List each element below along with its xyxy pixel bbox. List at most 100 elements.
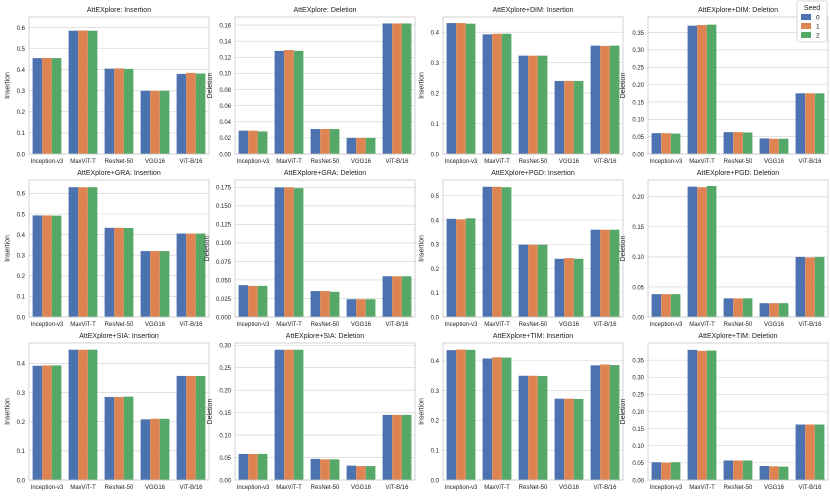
bar-resnet-50-seed-2 xyxy=(537,244,548,317)
x-tick-label: Inception-v3 xyxy=(445,322,478,328)
x-tick-label: MaxViT-T xyxy=(70,485,96,491)
bar-vit-b-16-seed-0 xyxy=(795,424,806,480)
x-tick-label: MaxViT-T xyxy=(689,322,715,328)
bar-vgg16-seed-2 xyxy=(573,258,584,317)
x-tick-label: Inception-v3 xyxy=(650,485,683,491)
bar-resnet-50-seed-0 xyxy=(310,291,321,317)
subplot-10: AttEXplore+SIA: Deletion 0.00 0.05 0.10 0.15… xyxy=(207,333,416,491)
y-axis-label: Deletion xyxy=(207,399,214,425)
x-tick-label: Inception-v3 xyxy=(237,322,270,328)
bar-resnet-50-seed-0 xyxy=(104,396,115,480)
subplot-8: AttEXplore+PGD: Deletion 0.00 0.05 0.10 0.15… xyxy=(620,170,829,328)
bar-vit-b-16-seed-0 xyxy=(590,229,601,317)
y-tick-label: 0.050 xyxy=(216,278,232,284)
x-tick-label: ResNet-50 xyxy=(519,322,548,328)
bar-vit-b-16-seed-1 xyxy=(392,414,402,480)
subplot-title: AttEXplore+SIA: Deletion xyxy=(286,333,365,340)
bar-maxvit-t-seed-0 xyxy=(274,50,285,154)
bar-vgg16-seed-1 xyxy=(356,137,366,154)
x-tick-label: MaxViT-T xyxy=(70,159,96,165)
x-tick-label: ResNet-50 xyxy=(311,159,340,165)
bar-resnet-50-seed-2 xyxy=(123,68,134,154)
bar-resnet-50-seed-1 xyxy=(320,291,330,317)
x-tick-label: ResNet-50 xyxy=(519,485,548,491)
bar-resnet-50-seed-1 xyxy=(733,298,743,317)
x-tick-label: ViT-B/16 xyxy=(594,322,618,328)
y-tick-label: 0.3 xyxy=(17,89,26,95)
y-axis-label: Insertion xyxy=(4,72,11,99)
bar-maxvit-t-seed-0 xyxy=(68,349,79,480)
bar-vit-b-16-seed-1 xyxy=(186,375,196,480)
x-tick-label: ViT-B/16 xyxy=(180,485,204,491)
bar-inception-v3-seed-0 xyxy=(238,453,249,480)
x-tick-label: VGG16 xyxy=(145,322,166,328)
bar-maxvit-t-seed-2 xyxy=(87,30,98,155)
bar-inception-v3-seed-2 xyxy=(257,285,268,317)
bar-vit-b-16-seed-0 xyxy=(795,256,806,317)
x-tick-label: Inception-v3 xyxy=(31,485,64,491)
bar-maxvit-t-seed-1 xyxy=(284,187,294,317)
x-tick-label: Inception-v3 xyxy=(31,322,64,328)
x-tick-label: ResNet-50 xyxy=(105,159,134,165)
bar-vgg16-seed-1 xyxy=(150,90,160,154)
bar-maxvit-t-seed-2 xyxy=(87,187,98,317)
bar-vit-b-16-seed-1 xyxy=(186,233,196,317)
x-tick-label: Inception-v3 xyxy=(237,159,270,165)
bar-maxvit-t-seed-2 xyxy=(501,33,512,154)
bar-vit-b-16-seed-0 xyxy=(176,375,187,480)
y-tick-label: 0.4 xyxy=(17,362,26,368)
bar-vgg16-seed-1 xyxy=(356,299,366,317)
x-tick-label: MaxViT-T xyxy=(484,485,510,491)
bar-inception-v3-seed-2 xyxy=(670,294,681,317)
bar-vit-b-16-seed-0 xyxy=(176,73,187,154)
bar-resnet-50-seed-0 xyxy=(518,375,529,480)
y-tick-label: 0.0 xyxy=(431,315,440,321)
bar-vit-b-16-seed-2 xyxy=(195,375,206,480)
bar-resnet-50-seed-2 xyxy=(537,376,548,480)
y-tick-label: 0.4 xyxy=(17,68,26,74)
bar-inception-v3-seed-2 xyxy=(465,349,476,480)
bar-inception-v3-seed-0 xyxy=(651,133,662,154)
bar-vit-b-16-seed-1 xyxy=(805,93,815,154)
x-tick-label: VGG16 xyxy=(764,159,785,165)
y-tick-label: 0.20 xyxy=(632,195,644,201)
y-axis-label: Insertion xyxy=(418,398,425,425)
plot-frame xyxy=(28,342,210,481)
y-tick-label: 0.05 xyxy=(632,285,644,291)
bar-resnet-50-seed-1 xyxy=(320,129,330,154)
bar-vgg16-seed-2 xyxy=(365,137,376,154)
y-tick-label: 0.16 xyxy=(219,23,231,29)
y-tick-label: 0.4 xyxy=(431,359,440,365)
subplot-5: AttEXplore+GRA: Insertion 0.0 0.1 0.2 0.3 0.4… xyxy=(4,170,210,328)
bar-inception-v3-seed-1 xyxy=(248,130,258,154)
subplot-title: AttEXplore+DIM: Deletion xyxy=(698,7,778,14)
bar-vit-b-16-seed-2 xyxy=(609,365,620,480)
plot-frame xyxy=(442,342,624,481)
x-tick-label: ResNet-50 xyxy=(724,322,753,328)
y-axis-label: Deletion xyxy=(620,236,627,262)
y-tick-label: 0.3 xyxy=(17,391,26,397)
x-tick-label: Inception-v3 xyxy=(31,159,64,165)
y-tick-label: 0.1 xyxy=(431,291,440,297)
y-axis-label: Insertion xyxy=(418,235,425,262)
subplot-title: AttEXplore+TIM: Insertion xyxy=(493,333,573,340)
bar-maxvit-t-seed-2 xyxy=(501,187,512,317)
bar-resnet-50-seed-0 xyxy=(723,298,734,317)
bar-resnet-50-seed-2 xyxy=(742,132,753,154)
bar-vit-b-16-seed-0 xyxy=(176,233,187,317)
y-tick-label: 0.08 xyxy=(219,88,231,94)
bar-resnet-50-seed-0 xyxy=(310,129,321,154)
bar-maxvit-t-seed-1 xyxy=(284,50,294,154)
subplot-title: AttEXplore+GRA: Insertion xyxy=(77,170,161,177)
y-tick-label: 0.12 xyxy=(219,56,231,62)
x-tick-label: ResNet-50 xyxy=(724,485,753,491)
y-tick-label: 0.0 xyxy=(17,152,26,158)
subplot-title: AttEXplore+SIA: Insertion xyxy=(79,333,159,340)
bar-resnet-50-seed-2 xyxy=(123,396,134,480)
y-tick-label: 0.10 xyxy=(632,444,644,450)
y-tick-label: 0.20 xyxy=(632,410,644,416)
x-tick-label: VGG16 xyxy=(559,159,580,165)
x-tick-label: VGG16 xyxy=(764,485,785,491)
y-tick-label: 0.3 xyxy=(17,253,26,259)
